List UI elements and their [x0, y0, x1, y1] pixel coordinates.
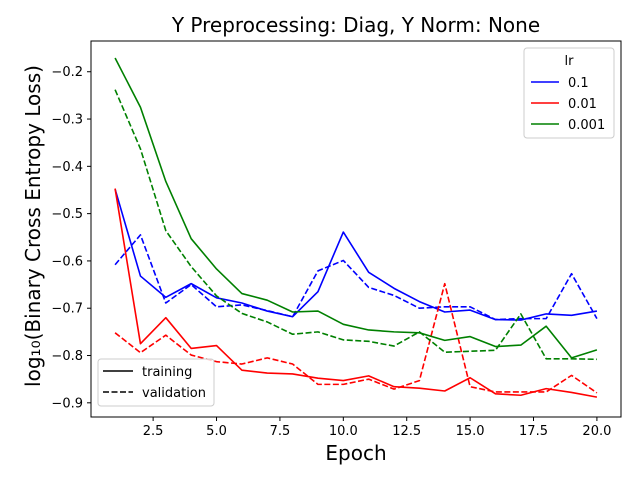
legend-lr-label: 0.001 [568, 118, 605, 133]
y-axis-label: log₁₀(Binary Cross Entropy Loss) [21, 65, 45, 387]
y-axis: −0.9 −0.8 −0.7 −0.6 −0.5 −0.4 −0.3 −0.2 [51, 65, 91, 411]
plot-lines [114, 57, 598, 398]
y-tick-label: −0.3 [51, 113, 83, 128]
series-line-lr-0_01-training [114, 188, 598, 398]
y-tick-label: −0.7 [51, 302, 83, 317]
x-tick-label: 17.5 [519, 424, 548, 439]
series-line-lr-0_01-validation [114, 282, 598, 394]
x-tick-label: 7.5 [270, 424, 291, 439]
legend-split-label: validation [142, 386, 206, 401]
legend-lr-frame [523, 47, 615, 139]
legend-split-label: training [142, 365, 192, 380]
y-tick-label: −0.9 [51, 396, 83, 411]
chart-title: Y Preprocessing: Diag, Y Norm: None [171, 13, 540, 37]
legend-split: training validation [97, 358, 215, 407]
x-tick-label: 12.5 [392, 424, 421, 439]
y-tick-label: −0.5 [51, 207, 83, 222]
legend-lr: lr 0.1 0.01 0.001 [523, 47, 615, 139]
x-tick-label: 10.0 [329, 424, 358, 439]
y-tick-label: −0.4 [51, 160, 83, 175]
y-tick-label: −0.2 [51, 65, 83, 80]
x-axis-label: Epoch [325, 441, 386, 465]
legend-lr-label: 0.01 [568, 97, 597, 112]
series-line-lr-0_001-training [114, 57, 598, 359]
legend-lr-label: 0.1 [568, 76, 589, 91]
y-tick-label: −0.8 [51, 349, 83, 364]
series-line-lr-0_1-validation [114, 234, 598, 321]
legend-lr-title: lr [565, 54, 575, 69]
x-tick-label: 20.0 [582, 424, 611, 439]
x-tick-label: 15.0 [456, 424, 485, 439]
y-tick-label: −0.6 [51, 254, 83, 269]
x-axis: 2.5 5.0 7.5 10.0 12.5 15.0 17.5 20.0 [143, 417, 611, 439]
series-line-lr-0_001-validation [114, 89, 597, 361]
plot-frame [90, 40, 622, 418]
x-tick-label: 5.0 [206, 424, 227, 439]
x-tick-label: 2.5 [143, 424, 164, 439]
